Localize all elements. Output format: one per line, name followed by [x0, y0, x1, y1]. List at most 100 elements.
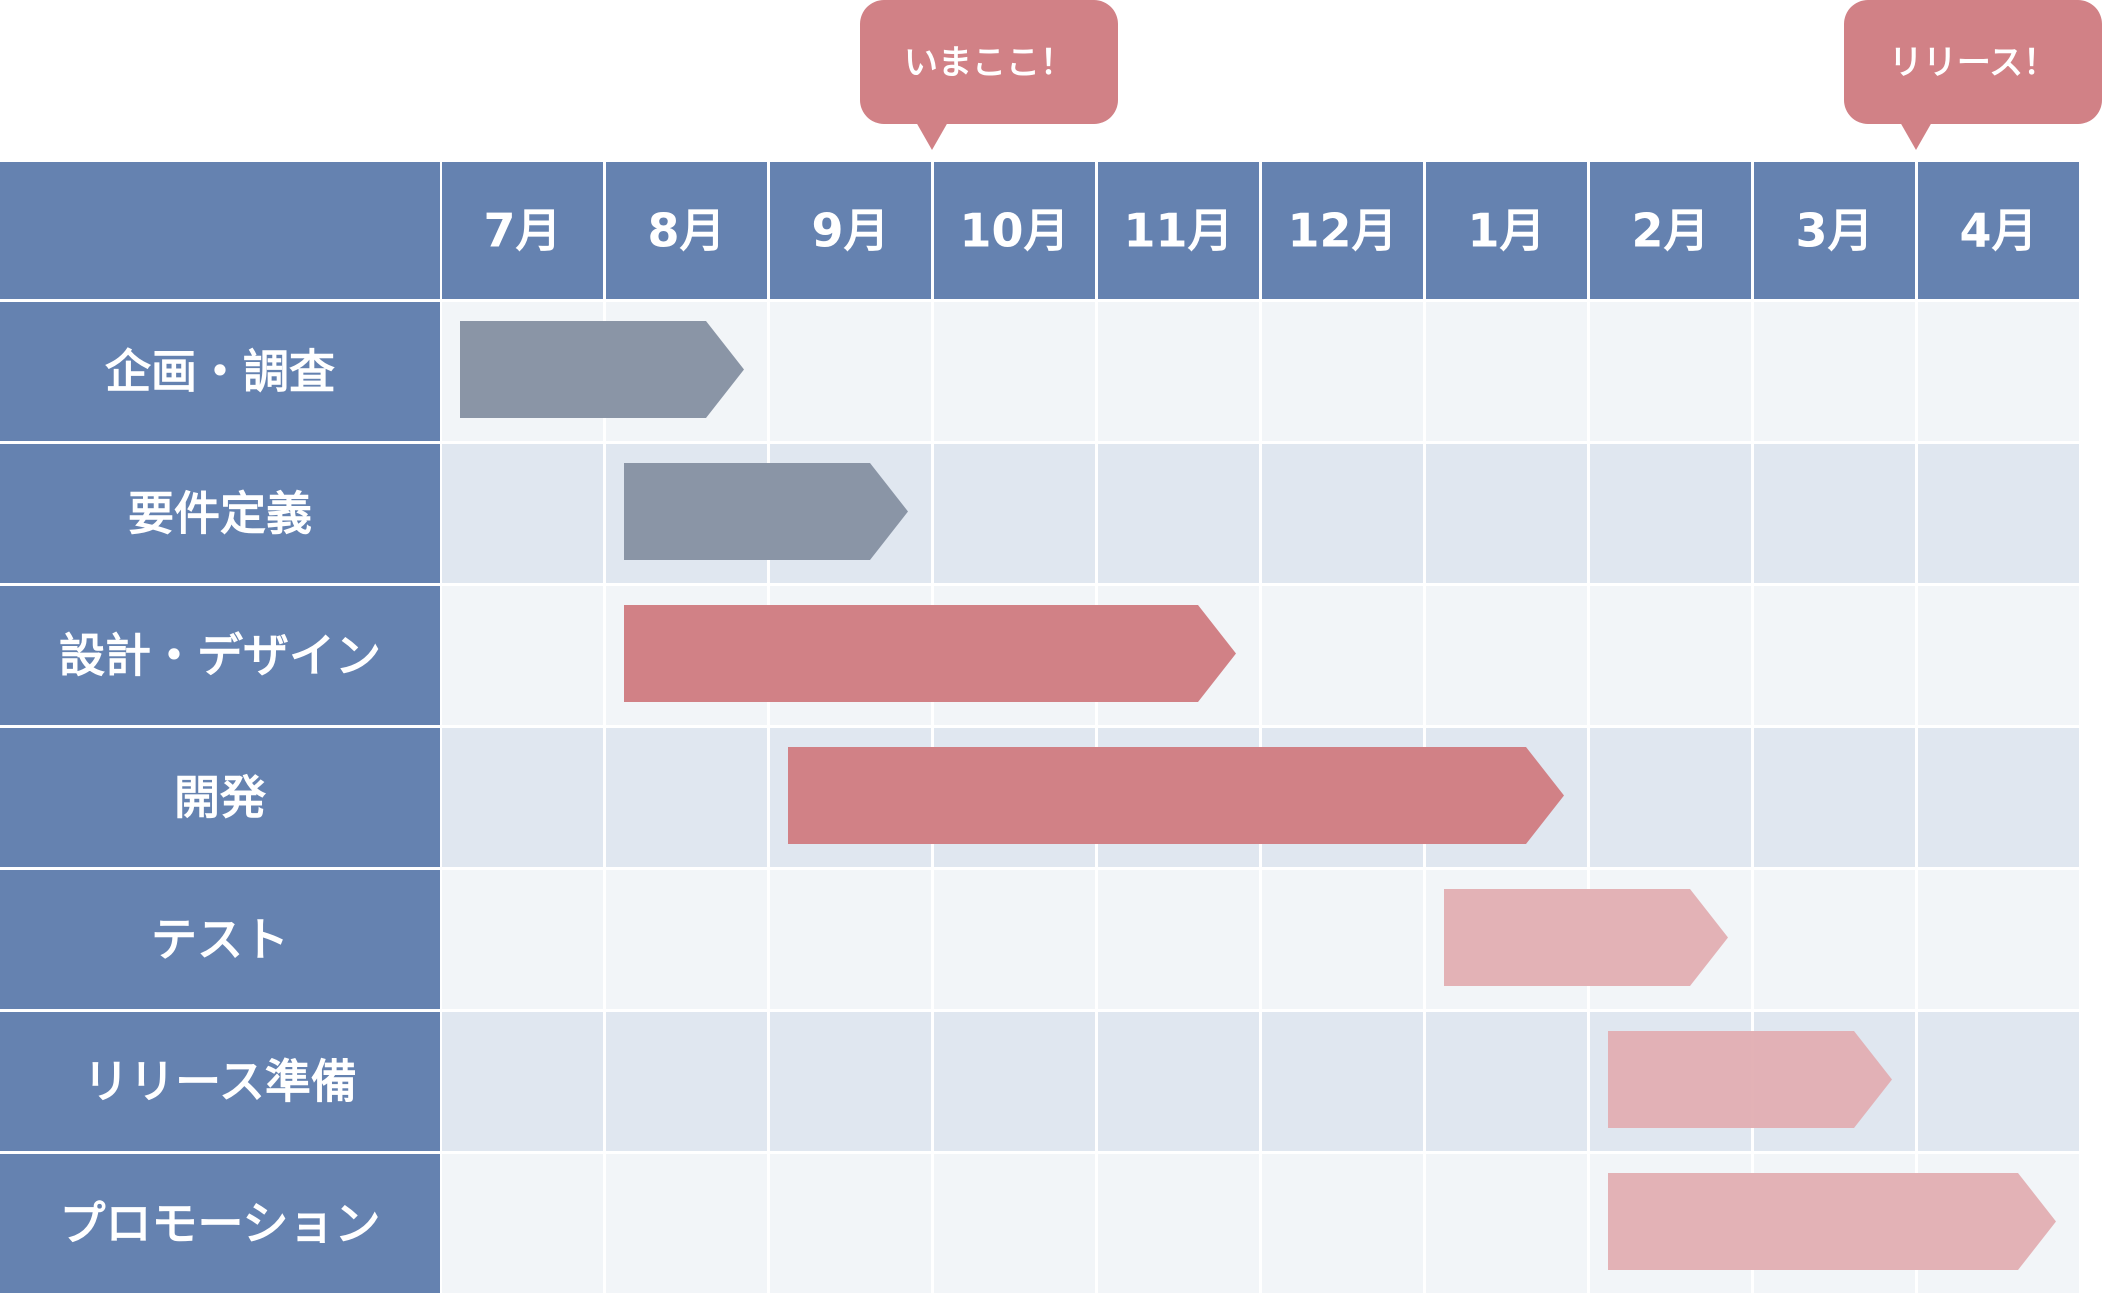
month-label: 2月	[1631, 204, 1709, 258]
milestone-bubble: リリース！	[1844, 0, 2102, 150]
task-bars	[460, 321, 2056, 1270]
grid-cell	[1590, 586, 1751, 725]
grid-cell	[1426, 586, 1587, 725]
grid-cell	[1754, 302, 1915, 441]
grid-cell	[1098, 1012, 1259, 1151]
bubble-pointer	[1900, 122, 1932, 150]
bubble-body	[1844, 0, 2102, 124]
month-header: 7月 8月 9月 10月 11月 12月 1月 2月 3月 4月	[0, 162, 2079, 299]
grid-cell	[1098, 1154, 1259, 1293]
grid-cell	[1918, 586, 2079, 725]
grid-cell	[1262, 1154, 1423, 1293]
task-label-cell	[0, 728, 440, 867]
task-bar	[788, 747, 1564, 844]
month-header-cell	[1918, 162, 2079, 299]
month-label: 3月	[1795, 204, 1873, 258]
grid-cell	[1426, 1154, 1587, 1293]
task-bar	[460, 321, 744, 418]
grid-cell	[1426, 302, 1587, 441]
grid-cell	[1918, 870, 2079, 1009]
grid-cell	[1590, 728, 1751, 867]
task-label: リリース準備	[83, 1055, 357, 1109]
task-label-cell	[0, 444, 440, 583]
month-header-cell	[1098, 162, 1259, 299]
task-label: プロモーション	[59, 1197, 380, 1251]
task-bar	[1608, 1031, 1892, 1128]
month-header-cell	[1754, 162, 1915, 299]
grid-cell	[1262, 870, 1423, 1009]
grid-cell	[1590, 302, 1751, 441]
grid-cell	[934, 1154, 1095, 1293]
grid-cell	[442, 728, 603, 867]
grid-cell	[442, 1154, 603, 1293]
grid-cell	[442, 586, 603, 725]
grid-cell	[1262, 1012, 1423, 1151]
task-bar	[624, 463, 908, 560]
grid-cell	[1098, 870, 1259, 1009]
task-bar	[1444, 889, 1728, 986]
grid-cell	[1754, 444, 1915, 583]
grid-cell	[1262, 444, 1423, 583]
task-label-cell	[0, 586, 440, 725]
milestone-label: リリース！	[1889, 43, 2057, 83]
month-label: 10月	[959, 204, 1069, 258]
grid-cell	[1098, 302, 1259, 441]
grid-cell	[770, 1012, 931, 1151]
month-label: 11月	[1123, 204, 1233, 258]
grid-cell	[1754, 728, 1915, 867]
grid-cell	[1918, 444, 2079, 583]
grid-cell	[1754, 586, 1915, 725]
task-label-cell	[0, 870, 440, 1009]
bubble-body	[860, 0, 1118, 124]
task-label-cell	[0, 1012, 440, 1151]
task-bar	[624, 605, 1236, 702]
month-label: 1月	[1467, 204, 1545, 258]
grid-cell	[1426, 444, 1587, 583]
month-header-cell	[770, 162, 931, 299]
grid-cell	[934, 1012, 1095, 1151]
grid-cell	[1918, 1012, 2079, 1151]
header-corner-cell	[0, 162, 440, 299]
month-header-cell	[1590, 162, 1751, 299]
grid-cell	[606, 870, 767, 1009]
grid-cell	[1262, 302, 1423, 441]
grid-cell	[934, 444, 1095, 583]
task-label: 要件定義	[128, 487, 312, 541]
month-label: 9月	[811, 204, 889, 258]
task-label: 設計・デザイン	[59, 629, 381, 683]
grid-cell	[1918, 302, 2079, 441]
grid-cell	[1754, 870, 1915, 1009]
month-header-cell	[1262, 162, 1423, 299]
month-label: 12月	[1287, 204, 1397, 258]
grid-cell	[1590, 444, 1751, 583]
month-label: 7月	[483, 204, 561, 258]
grid-cell	[1918, 728, 2079, 867]
grid-cell	[934, 870, 1095, 1009]
milestone-markers: いまここ！ リリース！	[860, 0, 2102, 150]
grid-cell	[442, 870, 603, 1009]
grid-cell	[606, 1012, 767, 1151]
grid-cell	[770, 870, 931, 1009]
milestone-label: いまここ！	[904, 43, 1074, 83]
grid-cell	[770, 1154, 931, 1293]
grid-cell	[606, 728, 767, 867]
month-header-cell	[606, 162, 767, 299]
chart-grid	[442, 302, 2079, 1293]
task-label: 企画・調査	[105, 345, 335, 399]
milestone-bubble: いまここ！	[860, 0, 1118, 150]
month-header-cell	[934, 162, 1095, 299]
grid-cell	[442, 444, 603, 583]
task-label: テスト	[151, 913, 289, 967]
task-label-cell	[0, 1154, 440, 1293]
grid-cell	[1426, 1012, 1587, 1151]
grid-cell	[442, 1012, 603, 1151]
grid-cell	[770, 302, 931, 441]
month-header-cell	[1426, 162, 1587, 299]
grid-cell	[1098, 444, 1259, 583]
task-bar	[1608, 1173, 2056, 1270]
month-label: 8月	[647, 204, 725, 258]
month-label: 4月	[1959, 204, 2037, 258]
